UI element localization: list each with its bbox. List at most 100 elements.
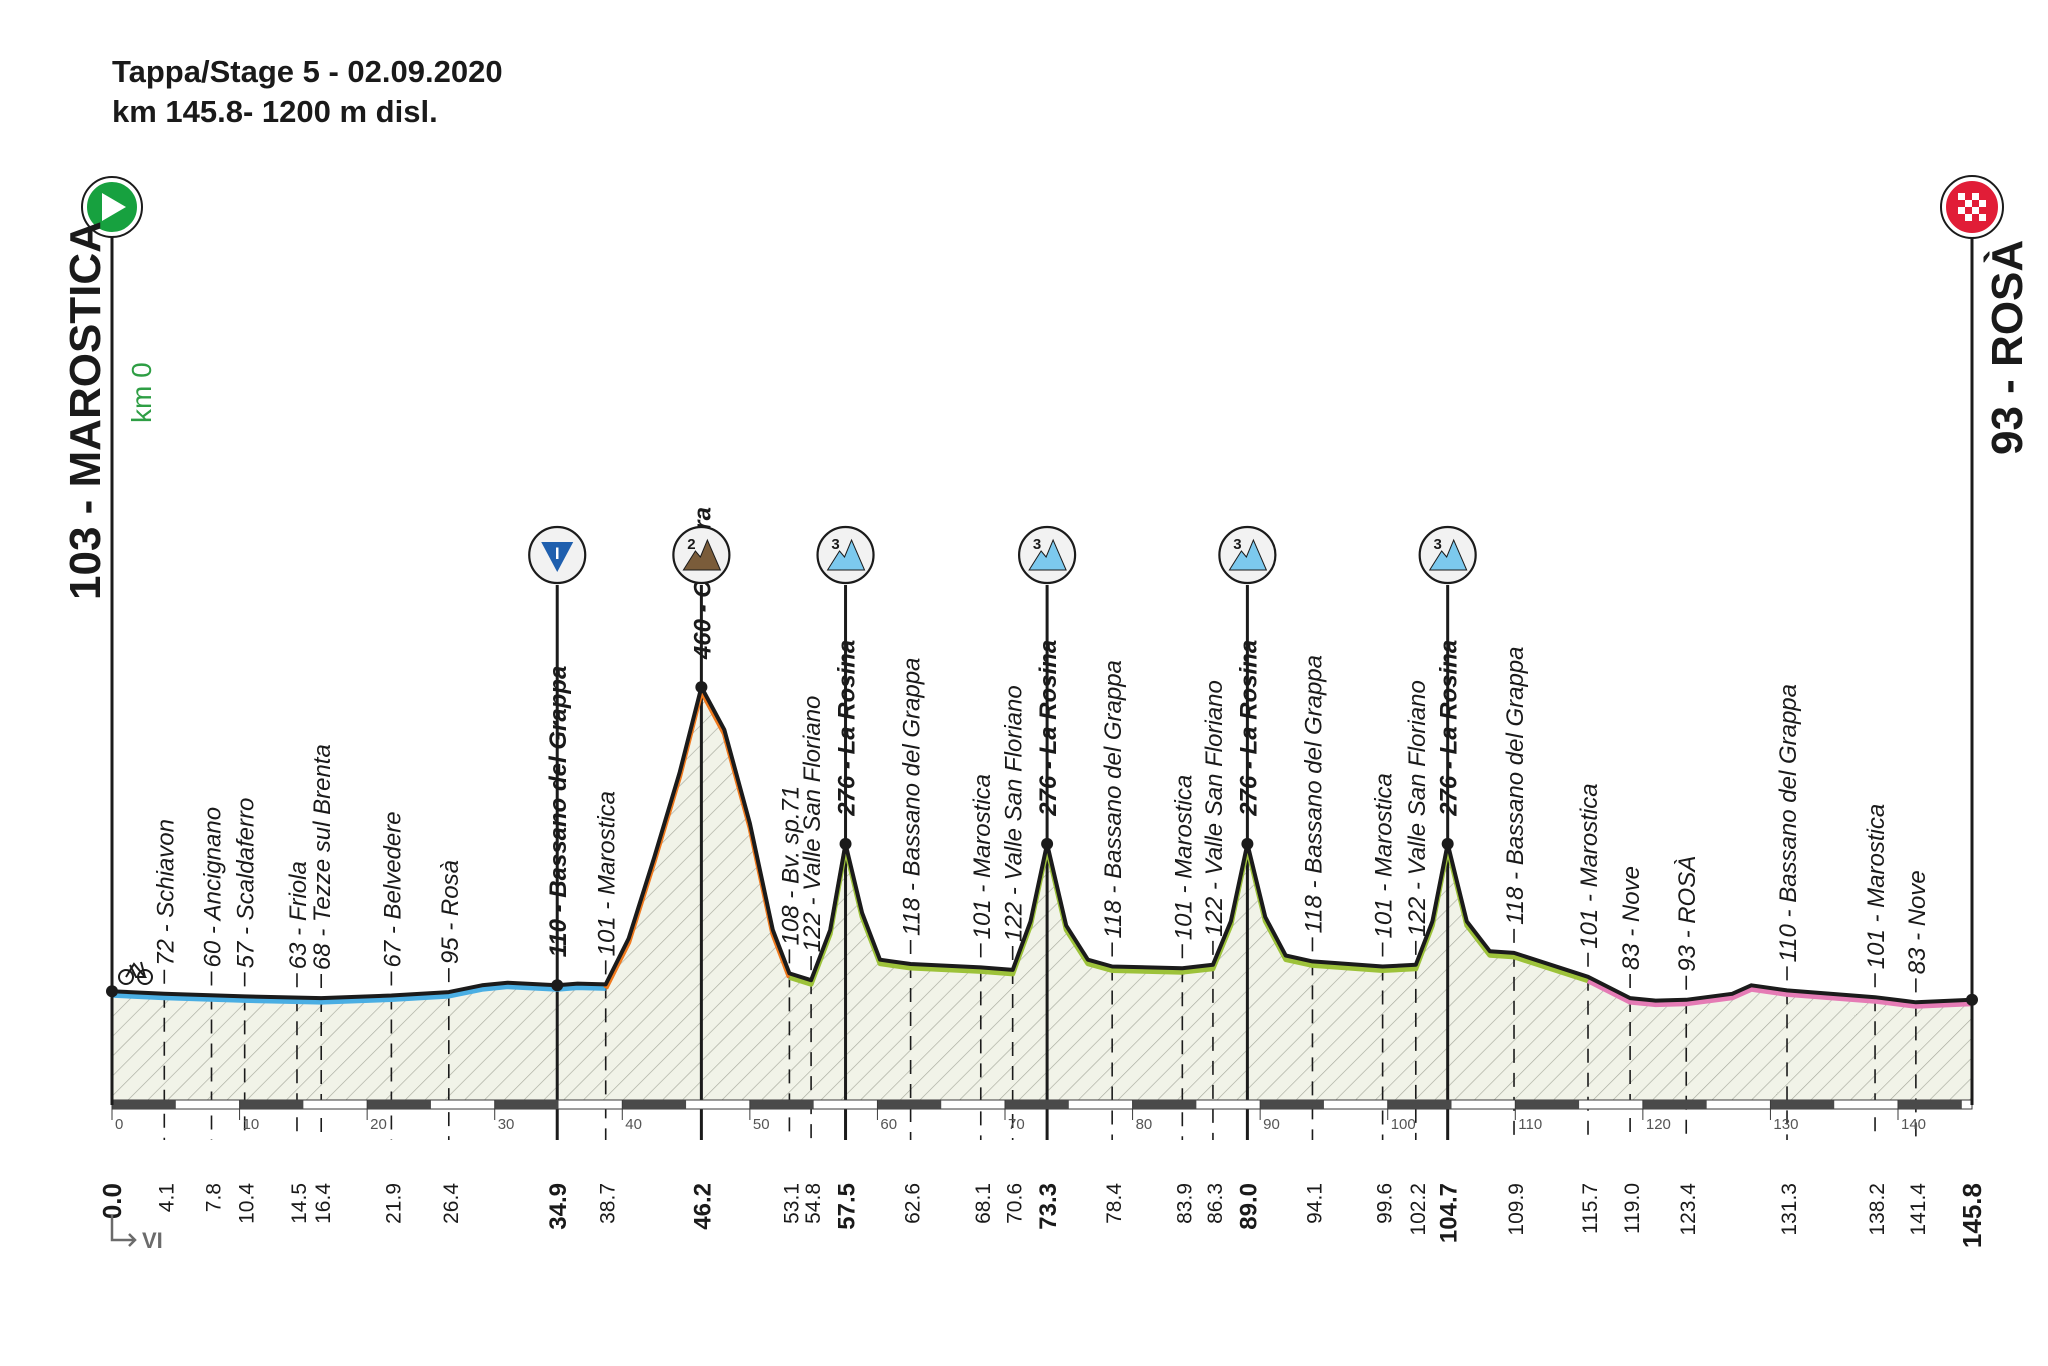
waypoint-km: 99.6 <box>1374 1183 1397 1224</box>
km-axis-block <box>1387 1100 1452 1109</box>
checker-square <box>1972 193 1979 200</box>
title-block: Tappa/Stage 5 - 02.09.2020 km 145.8- 120… <box>112 52 503 132</box>
waypoint-km: 57.5 <box>834 1183 861 1230</box>
km-axis-block <box>622 1100 687 1109</box>
km-axis-block <box>367 1100 431 1109</box>
waypoint-label: 276 - La Rosina <box>1436 640 1463 817</box>
waypoint-km: 54.8 <box>802 1183 825 1224</box>
waypoint-label: 118 - Bassano del Grappa <box>899 658 926 936</box>
waypoint-label: 83 - Nove <box>1904 870 1931 974</box>
checker-square <box>1972 200 1979 207</box>
play-triangle-icon <box>102 193 126 221</box>
sprint-badge: I <box>528 525 587 585</box>
waypoint-label: 122 - Valle San Floriano <box>1201 680 1228 937</box>
checker-square <box>1979 214 1986 221</box>
km-axis-block <box>1898 1100 1962 1109</box>
km-axis-block <box>1132 1100 1197 1109</box>
mountain-icon <box>682 538 722 571</box>
km-axis-tick-label: 50 <box>753 1116 770 1133</box>
waypoint-label: 122 - Valle San Floriano <box>799 696 826 953</box>
waypoint-label: 108 - Bv. sp.71 <box>777 786 804 946</box>
checker-square <box>1979 207 1986 214</box>
kom-category-text: 3 <box>1033 536 1041 553</box>
finish-town-label: 93 - ROSÀ <box>1982 240 2032 455</box>
km-axis-tick-label: 10 <box>243 1116 260 1133</box>
waypoint-label: 95 - Rosà <box>437 860 464 964</box>
waypoint-dot <box>551 979 564 992</box>
province-marker: VI <box>110 1215 163 1253</box>
waypoint-label: 57 - Scaldaferro <box>233 798 260 969</box>
profile-line-group <box>106 681 1978 1009</box>
waypoint-km: 34.9 <box>545 1183 572 1230</box>
waypoint-label: 276 - La Rosina <box>1035 640 1062 817</box>
waypoint-label: 101 - Marostica <box>1371 773 1398 938</box>
waypoint-label: 122 - Valle San Floriano <box>1001 685 1028 942</box>
waypoint-km: 14.5 <box>288 1183 311 1224</box>
climb-badges-group: I 2 3 3 3 3 <box>528 525 1477 585</box>
waypoint-km: 10.4 <box>236 1183 259 1224</box>
waypoint-km: 38.7 <box>597 1183 620 1224</box>
waypoint-km: 115.7 <box>1579 1183 1602 1234</box>
checker-square <box>1979 200 1986 207</box>
km-axis-tick-label: 130 <box>1773 1116 1798 1133</box>
intermediate-sprint-icon <box>541 542 574 572</box>
waypoint-km: 68.1 <box>972 1183 995 1224</box>
waypoint-km: 119.0 <box>1621 1183 1644 1234</box>
waypoint-label: 101 - Marostica <box>594 791 621 956</box>
waypoint-km: 21.9 <box>382 1183 405 1224</box>
checker-square <box>1972 207 1979 214</box>
waypoint-label: 93 - ROSÀ <box>1674 856 1701 972</box>
checker-square <box>1972 214 1979 221</box>
km-axis-tick-label: 20 <box>370 1116 387 1133</box>
bicycle-icon <box>118 961 153 985</box>
km-axis-block <box>112 1100 176 1109</box>
waypoint-label: 101 - Marostica <box>1863 804 1890 969</box>
kom-badge: 3 <box>1418 525 1477 585</box>
km-axis-block <box>1770 1100 1835 1109</box>
waypoint-km: 4.1 <box>155 1183 178 1212</box>
km-axis-tick-label: 70 <box>1008 1116 1025 1133</box>
km-axis-block <box>494 1100 559 1109</box>
waypoint-km: 89.0 <box>1235 1183 1262 1230</box>
checker-square <box>1965 214 1972 221</box>
km-axis-block <box>749 1100 814 1109</box>
waypoint-km: 7.8 <box>203 1183 226 1212</box>
waypoint-km: 109.9 <box>1505 1183 1528 1236</box>
kom-category-text: 3 <box>1233 536 1241 553</box>
waypoint-label: 101 - Marostica <box>1576 783 1603 948</box>
waypoint-label: 101 - Marostica <box>969 774 996 939</box>
stage-title: Tappa/Stage 5 - 02.09.2020 <box>112 54 503 89</box>
waypoint-label: 60 - Ancignano <box>200 807 227 968</box>
waypoint-labels-group: 72 - Schiavon 4.1 60 - Ancignano 7.8 57 - Sc… <box>97 507 1987 1248</box>
waypoint-label: 118 - Bassano del Grappa <box>1100 660 1127 938</box>
checkered-flag-icon <box>1958 193 1986 221</box>
endpoint-km: 0.0 <box>97 1183 127 1219</box>
waypoint-label: 63 - Friola <box>285 861 312 969</box>
waypoint-km: 141.4 <box>1907 1183 1930 1236</box>
waypoint-label: 68 - Tezze sul Brenta <box>309 744 336 970</box>
start-finish-group: 103 - MAROSTICA km 0 93 - ROSÀ <box>61 175 2032 1105</box>
km-axis-block <box>877 1100 942 1109</box>
finish-marker <box>1940 175 2004 239</box>
waypoint-km: 78.4 <box>1103 1183 1126 1224</box>
km-axis-tick-label: 40 <box>625 1116 642 1133</box>
kom-badge: 3 <box>1018 525 1077 585</box>
waypoint-km: 94.1 <box>1304 1183 1327 1224</box>
waypoint-km: 104.7 <box>1436 1183 1463 1243</box>
checker-square <box>1965 207 1972 214</box>
km-axis-tick-label: 110 <box>1518 1116 1542 1133</box>
waypoint-label: 110 - Bassano del Grappa <box>545 666 572 958</box>
mountain-icon <box>1228 538 1268 571</box>
checker-square <box>1979 193 1986 200</box>
endpoint-km: 145.8 <box>1957 1183 1987 1248</box>
km-axis-block <box>239 1100 304 1109</box>
kom-badge: 3 <box>1218 525 1277 585</box>
waypoint-label: 101 - Marostica <box>1170 775 1197 940</box>
km-axis-group: 0 10 20 30 40 50 60 70 80 90 100 110 120 130 140 <box>111 1099 1973 1133</box>
kom-category-text: 2 <box>687 536 695 553</box>
checker-square <box>1958 193 1965 200</box>
checker-square <box>1958 214 1965 221</box>
waypoint-km: 16.4 <box>312 1183 335 1224</box>
waypoint-dot <box>1441 837 1454 850</box>
